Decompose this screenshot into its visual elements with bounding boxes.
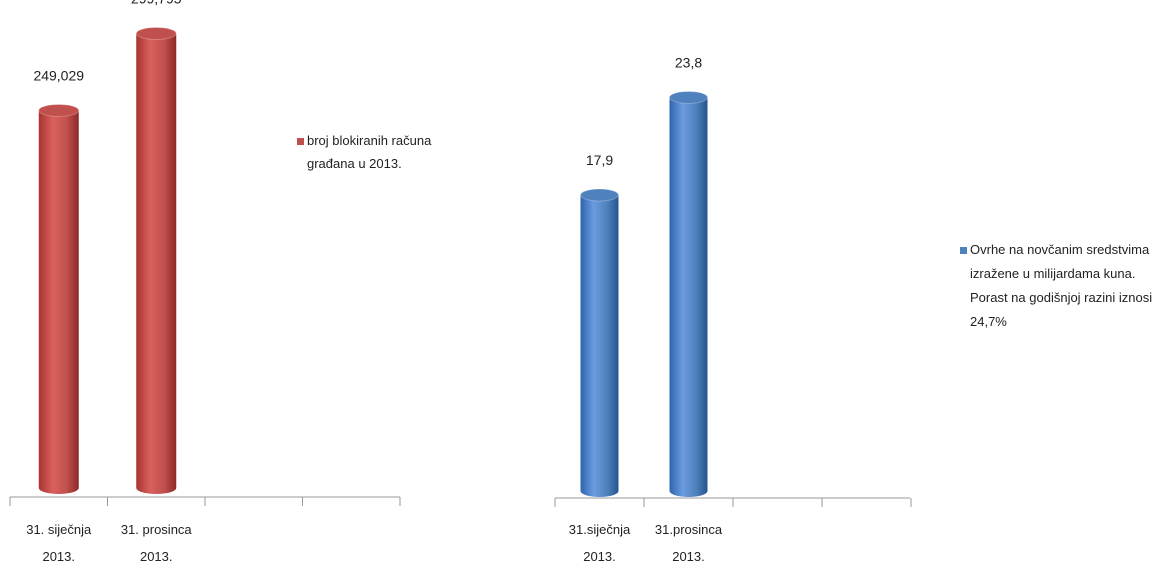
chart2-legend-label: Ovrhe na novčanim sredstvima xyxy=(970,242,1150,257)
chart1-x-tick-label: 2013. xyxy=(140,549,173,564)
chart2-legend-label: Porast na godišnjoj razini iznosi xyxy=(970,290,1152,305)
chart2-bar xyxy=(669,97,708,497)
chart2-bar-top xyxy=(580,188,619,202)
chart1-x-tick-label: 31. siječnja xyxy=(26,522,92,537)
chart2-x-tick-label: 31.siječnja xyxy=(569,522,631,537)
chart1-x-tick-label: 31. prosinca xyxy=(121,522,193,537)
chart1-legend-swatch xyxy=(297,138,304,145)
chart1-legend-label: broj blokiranih računa xyxy=(307,133,432,148)
chart2-x-tick-label: 2013. xyxy=(672,549,705,564)
chart1-x-tick-label: 2013. xyxy=(42,549,75,564)
chart1-data-label: 299,795 xyxy=(131,0,182,6)
chart2-legend-label: izražene u milijardama kuna. xyxy=(970,266,1135,281)
chart1-legend-label: građana u 2013. xyxy=(307,156,402,171)
chart1-bar-top xyxy=(38,103,80,117)
chart2-data-label: 17,9 xyxy=(586,152,613,168)
chart1-bar-top xyxy=(135,26,177,40)
chart2-data-label: 23,8 xyxy=(675,54,702,70)
chart1-bar xyxy=(38,110,79,494)
chart2-legend-label: 24,7% xyxy=(970,314,1007,329)
chart1-data-label: 249,029 xyxy=(33,67,84,83)
chart2-bar xyxy=(580,195,619,497)
chart1-bar xyxy=(136,33,177,494)
chart2-x-tick-label: 31.prosinca xyxy=(655,522,723,537)
chart2-x-tick-label: 2013. xyxy=(583,549,616,564)
chart2-bar-top xyxy=(669,90,708,104)
chart2-legend-swatch xyxy=(960,247,967,254)
